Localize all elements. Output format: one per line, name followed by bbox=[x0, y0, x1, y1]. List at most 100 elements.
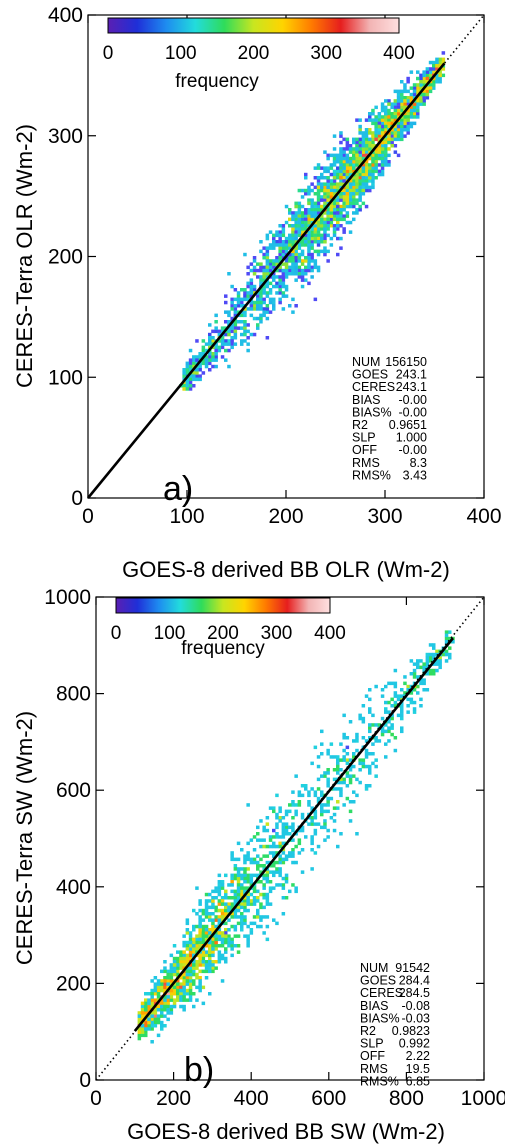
density-cell bbox=[284, 828, 289, 833]
density-cell bbox=[243, 252, 247, 257]
density-cell bbox=[310, 188, 314, 193]
density-cell bbox=[281, 224, 286, 228]
density-cell bbox=[265, 272, 270, 276]
density-cell bbox=[230, 889, 234, 894]
density-cell bbox=[236, 304, 241, 308]
density-cell bbox=[192, 966, 196, 970]
density-cell bbox=[224, 928, 228, 932]
density-cell bbox=[371, 179, 375, 183]
density-cell bbox=[313, 851, 318, 855]
density-cell bbox=[304, 265, 308, 270]
density-cell bbox=[412, 668, 417, 673]
density-cell bbox=[188, 384, 193, 388]
density-cell bbox=[265, 236, 270, 241]
density-cell bbox=[310, 265, 314, 270]
density-cell bbox=[339, 211, 343, 215]
density-cell bbox=[188, 966, 193, 970]
density-cell bbox=[195, 976, 199, 980]
density-cell bbox=[294, 889, 298, 894]
density-cell bbox=[291, 252, 295, 257]
density-cell bbox=[275, 275, 279, 279]
density-cell bbox=[147, 1024, 151, 1028]
density-cell bbox=[329, 195, 334, 199]
density-cell bbox=[364, 147, 369, 151]
density-cell bbox=[240, 320, 244, 324]
density-cell bbox=[368, 128, 372, 132]
stat-value: -0.00 bbox=[399, 393, 428, 407]
density-cell bbox=[214, 905, 218, 910]
density-cell bbox=[227, 944, 231, 948]
density-cell bbox=[355, 198, 359, 202]
density-cell bbox=[246, 934, 250, 938]
density-cell bbox=[227, 908, 231, 913]
density-cell bbox=[396, 92, 401, 97]
density-cell bbox=[304, 243, 308, 247]
density-cell bbox=[272, 259, 276, 263]
density-cell bbox=[185, 368, 190, 372]
density-cell bbox=[278, 870, 282, 874]
plot-frame-b bbox=[95, 596, 485, 1081]
density-cell bbox=[297, 793, 302, 798]
density-cell bbox=[288, 256, 292, 260]
x-tick-label: 200 bbox=[156, 1087, 191, 1110]
density-cell bbox=[236, 841, 241, 846]
density-cell bbox=[224, 908, 228, 913]
density-cell bbox=[406, 99, 410, 103]
density-cell bbox=[310, 838, 314, 842]
density-cell bbox=[380, 726, 385, 730]
density-cell bbox=[265, 915, 270, 919]
density-cell bbox=[275, 793, 279, 798]
density-cell bbox=[326, 784, 330, 788]
density-cell bbox=[326, 768, 330, 772]
density-cell bbox=[217, 921, 222, 926]
density-cell bbox=[153, 1017, 158, 1022]
density-cell bbox=[265, 249, 270, 254]
x-tick-label: 400 bbox=[234, 1087, 269, 1110]
density-cell bbox=[288, 803, 292, 807]
density-cell bbox=[169, 988, 174, 993]
density-cell bbox=[294, 204, 298, 209]
density-cell bbox=[288, 240, 292, 244]
density-cell bbox=[220, 886, 225, 890]
density-cell bbox=[323, 236, 327, 241]
density-cell bbox=[259, 838, 263, 842]
density-cell bbox=[230, 883, 234, 887]
density-cell bbox=[326, 233, 330, 238]
density-cell bbox=[323, 252, 327, 257]
density-cell bbox=[323, 240, 327, 244]
density-cell bbox=[396, 128, 401, 132]
density-cell bbox=[294, 214, 298, 218]
density-cell bbox=[179, 953, 183, 958]
density-cell bbox=[416, 70, 420, 74]
density-cell bbox=[217, 899, 222, 903]
density-cell bbox=[268, 806, 273, 810]
density-cell bbox=[275, 832, 279, 836]
density-cell bbox=[412, 105, 417, 110]
density-cell bbox=[416, 662, 420, 666]
density-cell bbox=[316, 185, 321, 190]
density-cell bbox=[262, 256, 266, 260]
stat-label: BIAS% bbox=[360, 1011, 400, 1025]
density-cell bbox=[262, 288, 266, 292]
density-cell bbox=[380, 128, 385, 132]
density-cell bbox=[291, 268, 295, 273]
density-cell bbox=[236, 892, 241, 897]
density-cell bbox=[272, 307, 276, 311]
density-cell bbox=[358, 169, 362, 174]
density-cell bbox=[163, 985, 167, 990]
density-cell bbox=[169, 979, 174, 983]
density-cell bbox=[256, 896, 260, 900]
density-cell bbox=[192, 374, 196, 378]
density-cell bbox=[265, 844, 270, 849]
density-cell bbox=[304, 176, 308, 180]
density-cell bbox=[320, 774, 324, 778]
density-cell bbox=[278, 230, 282, 234]
density-cell bbox=[339, 246, 343, 250]
density-cell bbox=[169, 966, 174, 970]
density-cell bbox=[313, 230, 318, 234]
density-cell bbox=[201, 953, 206, 958]
density-cell bbox=[214, 355, 218, 359]
density-cell bbox=[336, 166, 340, 170]
density-cell bbox=[355, 736, 359, 740]
density-cell bbox=[153, 1011, 158, 1015]
